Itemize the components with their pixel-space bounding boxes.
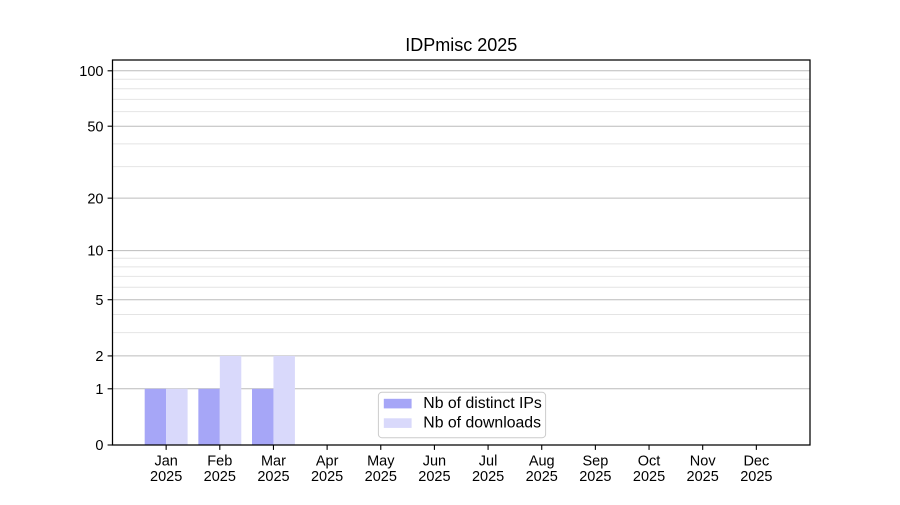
svg-text:Jul: Jul — [479, 453, 498, 469]
svg-text:Jun: Jun — [423, 453, 446, 469]
svg-text:Mar: Mar — [261, 453, 286, 469]
svg-text:Dec: Dec — [743, 453, 769, 469]
svg-text:2025: 2025 — [472, 469, 504, 485]
svg-text:5: 5 — [95, 293, 103, 309]
svg-text:Aug: Aug — [529, 453, 555, 469]
svg-text:2025: 2025 — [687, 469, 719, 485]
svg-text:2025: 2025 — [150, 469, 182, 485]
svg-text:2025: 2025 — [365, 469, 397, 485]
svg-text:50: 50 — [87, 119, 103, 135]
svg-text:2: 2 — [95, 349, 103, 365]
svg-text:2025: 2025 — [257, 469, 289, 485]
svg-text:0: 0 — [95, 438, 103, 454]
svg-text:10: 10 — [87, 244, 103, 260]
svg-text:Sep: Sep — [582, 453, 608, 469]
svg-text:Apr: Apr — [316, 453, 339, 469]
svg-text:Nb of distinct IPs: Nb of distinct IPs — [423, 395, 542, 412]
svg-text:2025: 2025 — [311, 469, 343, 485]
svg-text:2025: 2025 — [740, 469, 772, 485]
svg-text:100: 100 — [79, 64, 103, 80]
svg-text:Jan: Jan — [154, 453, 177, 469]
svg-text:Feb: Feb — [207, 453, 232, 469]
svg-text:Oct: Oct — [638, 453, 661, 469]
svg-text:May: May — [367, 453, 395, 469]
svg-text:IDPmisc 2025: IDPmisc 2025 — [405, 35, 517, 55]
svg-text:Nb of downloads: Nb of downloads — [423, 415, 541, 432]
svg-text:2025: 2025 — [418, 469, 450, 485]
svg-text:2025: 2025 — [633, 469, 665, 485]
svg-text:1: 1 — [95, 382, 103, 398]
svg-text:20: 20 — [87, 191, 103, 207]
svg-text:Nov: Nov — [690, 453, 717, 469]
svg-text:2025: 2025 — [526, 469, 558, 485]
svg-text:2025: 2025 — [204, 469, 236, 485]
svg-text:2025: 2025 — [579, 469, 611, 485]
